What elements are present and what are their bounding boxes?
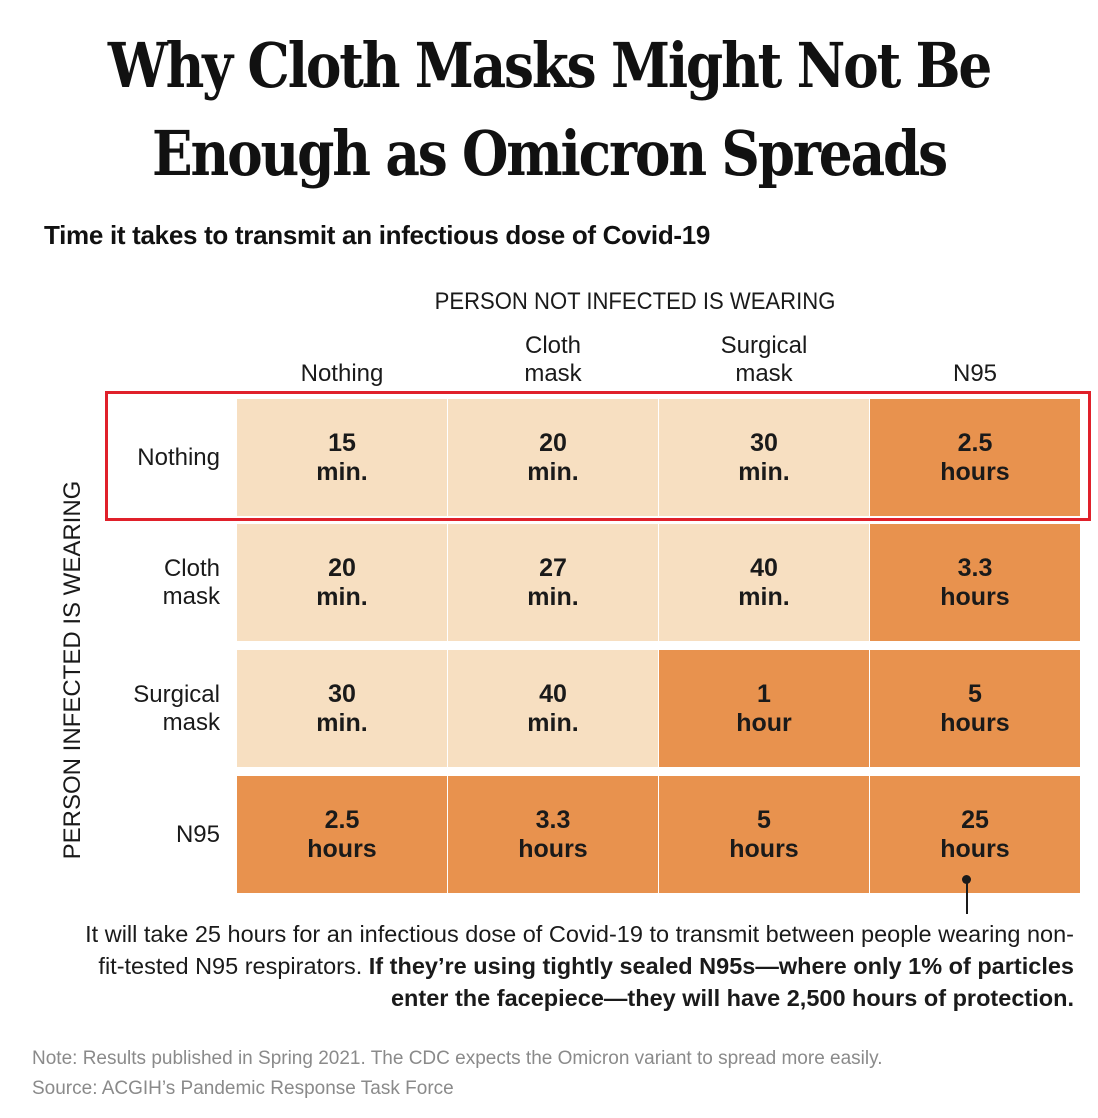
chart-title-line-2: Enough as Omicron Spreads: [152, 117, 948, 190]
cell-r2-c0: 30 min.: [237, 650, 447, 767]
cell-r3-c0: 2.5 hours: [237, 776, 447, 893]
column-header-2: Surgical mask: [720, 332, 808, 387]
row-header-3: N95: [175, 820, 220, 848]
annotation-bold: If they’re using tightly sealed N95s—whe…: [368, 953, 1074, 1011]
note-text: Note: Results published in Spring 2021. …: [32, 1048, 883, 1069]
chart-subtitle: Time it takes to transmit an infectious …: [44, 220, 711, 250]
annotation-pointer-dot: [962, 875, 971, 884]
cell-r3-c1: 3.3 hours: [448, 776, 658, 893]
cell-r1-c1: 27 min.: [448, 524, 658, 641]
column-header-1: Cloth mask: [524, 332, 582, 387]
source-text: Source: ACGIH’s Pandemic Response Task F…: [32, 1078, 454, 1099]
cell-r1-c2: 40 min.: [659, 524, 869, 641]
row-header-0: Nothing: [137, 443, 220, 471]
cell-r0-c1: 20 min.: [448, 399, 658, 516]
annotation-pointer-line: [966, 880, 968, 914]
annotation-text: It will take 25 hours for an infectious …: [74, 918, 1074, 1014]
cell-r0-c0: 15 min.: [237, 399, 447, 516]
cell-r2-c2: 1 hour: [659, 650, 869, 767]
cell-r0-c3: 2.5 hours: [870, 399, 1080, 516]
column-header-3: N95: [952, 360, 998, 387]
chart-title-line-1: Why Cloth Masks Might Not Be: [107, 29, 992, 102]
column-header-0: Nothing: [300, 360, 384, 387]
cell-r3-c3: 25 hours: [870, 776, 1080, 893]
cell-r1-c0: 20 min.: [237, 524, 447, 641]
column-axis-label: PERSON NOT INFECTED IS WEARING: [434, 288, 836, 315]
cell-r1-c3: 3.3 hours: [870, 524, 1080, 641]
cell-r3-c2: 5 hours: [659, 776, 869, 893]
row-axis-label: PERSON INFECTED IS WEARING: [59, 480, 86, 860]
cell-r2-c1: 40 min.: [448, 650, 658, 767]
cell-r2-c3: 5 hours: [870, 650, 1080, 767]
cell-r0-c2: 30 min.: [659, 399, 869, 516]
annotation-regular: It will take 25 hours for an infectious …: [85, 921, 1074, 979]
row-header-1: Cloth mask: [162, 554, 220, 610]
highlight-box-row-nothing: [105, 391, 1091, 521]
row-header-2: Surgical mask: [133, 680, 220, 736]
